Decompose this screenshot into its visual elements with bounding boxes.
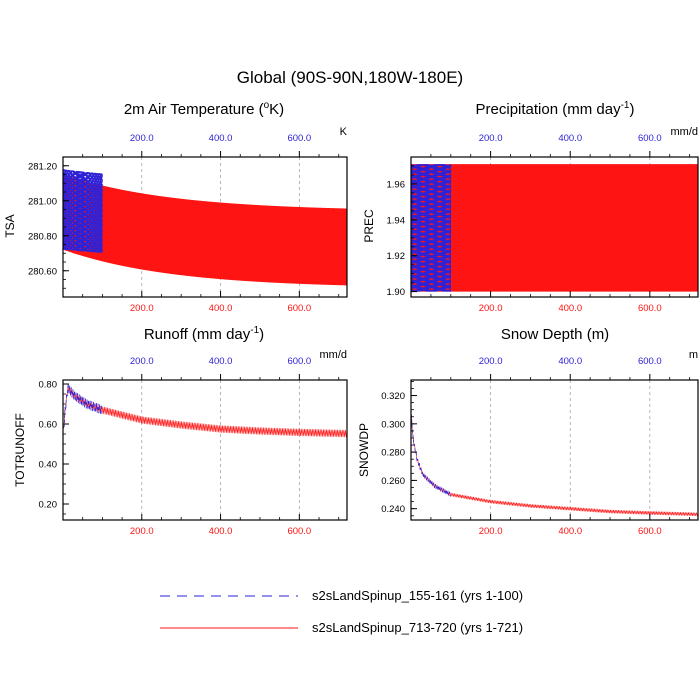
x-tick-label-top: 600.0 (638, 356, 662, 367)
panel-prec: Precipitation (mm day-1) mm/d PREC 1.901… (362, 100, 699, 314)
x-tick-label-top: 400.0 (558, 133, 582, 144)
x-tick-label-top: 600.0 (638, 133, 662, 144)
y-tick-label: 1.90 (387, 287, 406, 298)
x-tick-label-bottom: 400.0 (558, 303, 582, 314)
x-tick-label-bottom: 200.0 (479, 303, 503, 314)
y-tick-label: 0.240 (381, 504, 405, 515)
y-tick-label: 1.94 (387, 215, 406, 226)
series-line-2 (63, 384, 348, 438)
panel-prec-title: Precipitation (mm day-1) (476, 100, 635, 118)
x-tick-label-bottom: 600.0 (287, 303, 311, 314)
x-tick-label-bottom: 400.0 (558, 526, 582, 537)
x-tick-label-bottom: 200.0 (130, 303, 154, 314)
panel-tsa-plot: 280.60 280.80 281.00 281.20 200.0 200.0 400.0 4… (28, 133, 348, 314)
series-line-1 (411, 414, 451, 497)
plot-frame (410, 156, 699, 298)
series-line-2 (411, 415, 699, 517)
panel-snowdp-title: Snow Depth (m) (501, 326, 609, 343)
series-line-2 (411, 164, 699, 292)
y-tick-label: 0.80 (39, 380, 58, 391)
y-tick-label: 0.300 (381, 419, 405, 430)
series-line-1 (411, 164, 452, 292)
panel-snowdp-ylabel: SNOWDP (357, 423, 371, 477)
panel-tsa-ylabel: TSA (3, 214, 17, 237)
y-tick-label: 0.60 (39, 420, 58, 431)
y-tick-label: 280.60 (28, 266, 57, 277)
panel-prec-plot: 1.90 1.92 1.94 1.96 200.0 200.0 400.0 400.0 600.… (387, 133, 699, 314)
panel-prec-ylabel: PREC (362, 209, 376, 243)
x-tick-label-bottom: 200.0 (479, 526, 503, 537)
x-tick-label-bottom: 600.0 (638, 526, 662, 537)
x-tick-label-top: 600.0 (287, 133, 311, 144)
y-tick-label: 0.20 (39, 500, 58, 511)
panel-runoff-title: Runoff (mm day-1) (144, 325, 264, 343)
y-tick-label: 0.40 (39, 460, 58, 471)
plot-frame (410, 379, 699, 521)
y-tick-label: 0.260 (381, 476, 405, 487)
plot-frame (62, 379, 348, 521)
x-tick-label-top: 400.0 (209, 356, 233, 367)
panel-snowdp-units: m (689, 349, 698, 361)
panel-runoff-units: mm/d (320, 349, 348, 361)
x-tick-label-top: 200.0 (130, 133, 154, 144)
y-tick-label: 1.96 (387, 179, 406, 190)
panel-runoff-ylabel: TOTRUNOFF (13, 413, 27, 487)
series-line-1 (63, 383, 103, 428)
panel-tsa-title: 2m Air Temperature (oK) (124, 100, 284, 118)
y-tick-label: 281.20 (28, 161, 57, 172)
x-tick-label-bottom: 400.0 (209, 526, 233, 537)
legend-label-1: s2sLandSpinup_155-161 (yrs 1-100) (312, 588, 523, 603)
panel-snowdp-plot: 0.240 0.260 0.280 0.300 0.320 200.0 200.0 400.0… (381, 356, 699, 537)
y-tick-label: 280.80 (28, 231, 57, 242)
y-tick-label: 1.92 (387, 251, 406, 262)
x-tick-label-bottom: 600.0 (287, 526, 311, 537)
x-tick-label-top: 200.0 (479, 133, 503, 144)
y-tick-label: 281.00 (28, 196, 57, 207)
x-tick-label-top: 200.0 (479, 356, 503, 367)
x-tick-label-top: 400.0 (209, 133, 233, 144)
x-tick-label-bottom: 400.0 (209, 303, 233, 314)
x-tick-label-top: 400.0 (558, 356, 582, 367)
panel-runoff-plot: 0.20 0.40 0.60 0.80 200.0 200.0 400.0 400.0 600.… (39, 356, 348, 537)
panel-tsa-units: K (340, 126, 348, 138)
series-line-1 (62, 169, 103, 253)
x-tick-label-bottom: 600.0 (638, 303, 662, 314)
x-tick-label-bottom: 200.0 (130, 526, 154, 537)
x-tick-label-top: 200.0 (130, 356, 154, 367)
figure-title: Global (90S-90N,180W-180E) (237, 68, 463, 87)
y-tick-label: 0.280 (381, 448, 405, 459)
x-tick-label-top: 600.0 (287, 356, 311, 367)
panel-runoff: Runoff (mm day-1) mm/d TOTRUNOFF 0.20 0.4… (13, 325, 348, 537)
panel-snowdp: Snow Depth (m) m SNOWDP 0.2400.2600.2800… (357, 326, 699, 537)
panel-prec-units: mm/d (671, 126, 699, 138)
legend-label-2: s2sLandSpinup_713-720 (yrs 1-721) (312, 620, 523, 635)
panel-tsa: 2m Air Temperature (oK) K TSA 280.60280.… (3, 100, 348, 314)
y-tick-label: 0.320 (381, 391, 405, 402)
legend: s2sLandSpinup_155-161 (yrs 1-100) s2sLan… (160, 588, 523, 635)
series-line-2 (63, 174, 348, 286)
